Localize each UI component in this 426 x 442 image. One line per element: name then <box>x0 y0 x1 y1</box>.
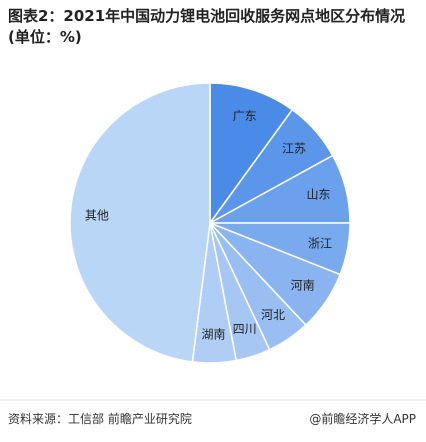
pie-slice <box>69 82 211 363</box>
slice-label: 河南 <box>291 277 315 292</box>
slice-label: 四川 <box>233 322 257 336</box>
chart-title: 图表2：2021年中国动力锂电池回收服务网点地区分布情况(单位：%) <box>8 7 406 46</box>
slice-label: 其他 <box>85 208 109 222</box>
pie-slice <box>209 82 294 226</box>
slice-label: 湖南 <box>202 326 226 341</box>
slice-label: 山东 <box>306 188 330 202</box>
brand-note: @前瞻经济学人APP <box>309 412 416 426</box>
slice-label: 河北 <box>261 308 285 322</box>
slice-label: 广东 <box>233 109 257 123</box>
slice-label: 江苏 <box>282 141 306 155</box>
source-note: 资料来源：工信部 前瞻产业研究院 <box>8 412 192 426</box>
slice-label: 浙江 <box>308 236 332 250</box>
